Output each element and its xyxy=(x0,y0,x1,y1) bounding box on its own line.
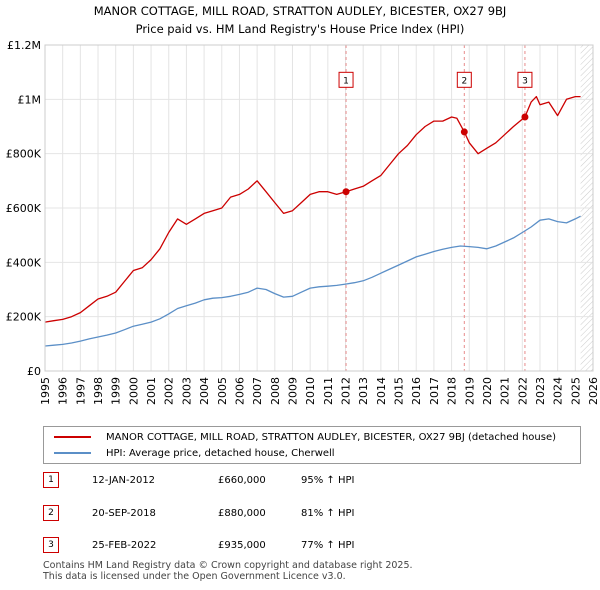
y-tick-label: £1M xyxy=(18,93,42,106)
sale-marker-box xyxy=(338,71,354,88)
sale-marker-label: 2 xyxy=(461,76,467,86)
x-tick-label: 2006 xyxy=(233,377,246,405)
sale-hpi-change: 95% ↑ HPI xyxy=(301,474,355,486)
x-tick-label: 2019 xyxy=(463,377,476,405)
x-tick-label: 2010 xyxy=(304,377,317,405)
legend-item-hpi: HPI: Average price, detached house, Cher… xyxy=(54,446,335,460)
sale-number-badge: 2 xyxy=(43,505,59,521)
sale-hpi-change: 81% ↑ HPI xyxy=(301,507,355,519)
footer-line-copyright: Contains HM Land Registry data © Crown c… xyxy=(43,560,413,571)
sale-marker-label: 1 xyxy=(343,76,349,86)
x-tick-label: 2009 xyxy=(286,377,299,405)
sale-date: 20-SEP-2018 xyxy=(92,507,156,519)
price-chart: MANOR COTTAGE, MILL ROAD, STRATTON AUDLE… xyxy=(6,4,600,405)
legend-item-property: MANOR COTTAGE, MILL ROAD, STRATTON AUDLE… xyxy=(54,430,556,444)
y-tick-label: £800K xyxy=(6,148,42,161)
x-tick-label: 2018 xyxy=(446,377,459,405)
legend: MANOR COTTAGE, MILL ROAD, STRATTON AUDLE… xyxy=(43,426,581,464)
sale-marker-box xyxy=(517,71,533,88)
x-tick-label: 2014 xyxy=(375,377,388,405)
sale-number-badge: 1 xyxy=(43,472,59,488)
x-tick-label: 1999 xyxy=(110,377,123,405)
sale-point xyxy=(460,128,468,136)
table-row: 3 25-FEB-2022 £935,000 77% ↑ HPI xyxy=(43,535,599,555)
x-tick-label: 2015 xyxy=(393,377,406,405)
sale-number-badge: 3 xyxy=(43,537,59,553)
x-tick-label: 2003 xyxy=(180,377,193,405)
sale-point xyxy=(521,113,529,121)
x-tick-label: 2000 xyxy=(127,377,140,405)
sale-date: 25-FEB-2022 xyxy=(92,539,157,551)
table-row: 2 20-SEP-2018 £880,000 81% ↑ HPI xyxy=(43,503,599,523)
y-tick-label: £1.2M xyxy=(7,39,41,52)
x-tick-label: 1995 xyxy=(39,377,52,405)
x-tick-label: 2001 xyxy=(145,377,158,405)
sale-price: £660,000 xyxy=(218,474,266,486)
y-tick-label: £400K xyxy=(6,256,42,269)
chart-subtitle: Price paid vs. HM Land Registry's House … xyxy=(136,22,465,36)
footer-attribution: Contains HM Land Registry data © Crown c… xyxy=(43,560,413,582)
sale-price: £935,000 xyxy=(218,539,266,551)
y-tick-label: £600K xyxy=(6,202,42,215)
legend-swatch-hpi xyxy=(54,452,91,454)
x-tick-label: 2007 xyxy=(251,377,264,405)
legend-label-hpi: HPI: Average price, detached house, Cher… xyxy=(106,447,335,459)
x-tick-label: 1996 xyxy=(57,377,70,405)
chart-title: MANOR COTTAGE, MILL ROAD, STRATTON AUDLE… xyxy=(94,4,507,18)
x-tick-label: 2024 xyxy=(552,377,565,405)
x-tick-label: 2008 xyxy=(269,377,282,405)
sale-price: £880,000 xyxy=(218,507,266,519)
x-tick-label: 2004 xyxy=(198,377,211,405)
sale-date: 12-JAN-2012 xyxy=(92,474,156,486)
hpi-series-line xyxy=(44,215,581,347)
x-tick-label: 2017 xyxy=(428,377,441,405)
legend-swatch-property xyxy=(54,436,91,438)
plot-frame xyxy=(44,44,594,372)
table-row: 1 12-JAN-2012 £660,000 95% ↑ HPI xyxy=(43,470,599,490)
x-tick-label: 2020 xyxy=(481,377,494,405)
y-tick-label: £0 xyxy=(27,365,41,378)
x-tick-label: 2002 xyxy=(163,377,176,405)
sale-marker-label: 3 xyxy=(522,76,528,86)
x-tick-label: 2005 xyxy=(216,377,229,405)
property-series-line xyxy=(44,95,581,323)
x-tick-label: 2025 xyxy=(569,377,582,405)
x-tick-label: 2026 xyxy=(587,377,600,405)
sale-hpi-change: 77% ↑ HPI xyxy=(301,539,355,551)
sale-point xyxy=(342,188,350,196)
x-tick-label: 2012 xyxy=(340,377,353,405)
x-tick-label: 2023 xyxy=(534,377,547,405)
x-tick-label: 2013 xyxy=(357,377,370,405)
x-tick-label: 2022 xyxy=(516,377,529,405)
x-tick-label: 2021 xyxy=(499,377,512,405)
footer-line-licence: This data is licensed under the Open Gov… xyxy=(43,571,346,582)
x-tick-label: 1997 xyxy=(74,377,87,405)
x-tick-label: 2011 xyxy=(322,377,335,405)
legend-label-property: MANOR COTTAGE, MILL ROAD, STRATTON AUDLE… xyxy=(106,431,556,443)
y-tick-label: £200K xyxy=(6,311,42,324)
sale-marker-box xyxy=(456,71,472,88)
x-tick-label: 1998 xyxy=(92,377,105,405)
x-tick-label: 2016 xyxy=(410,377,423,405)
